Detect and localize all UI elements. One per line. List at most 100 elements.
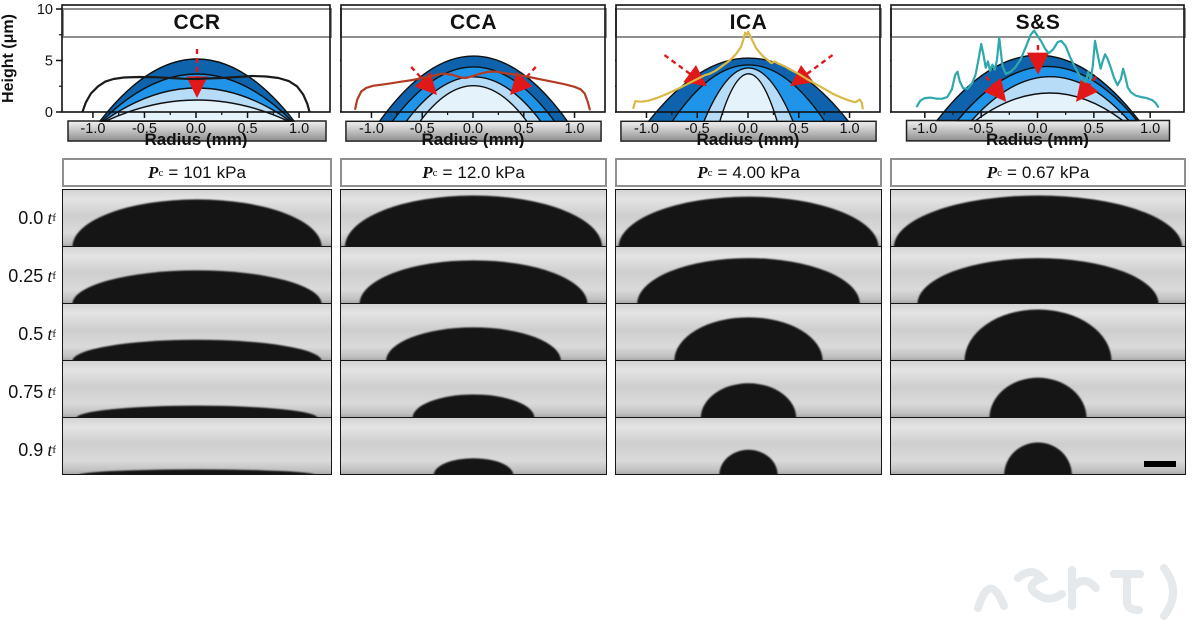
photo-column-ica <box>615 189 882 479</box>
svg-text:1.0: 1.0 <box>839 121 859 137</box>
pressure-unit: kPa <box>770 162 800 182</box>
svg-text:-1.0: -1.0 <box>912 121 937 137</box>
mode-label: ICA <box>729 11 768 34</box>
pressure-subscript: c <box>432 166 438 179</box>
droplet-photo <box>615 360 882 418</box>
svg-text:0.0: 0.0 <box>738 121 758 137</box>
profile-chart-cca: -1.0 -0.5 0.0 0.5 1.0 Radius (mm) <box>335 0 607 149</box>
evaporation-arrow-inward-right <box>1075 75 1099 102</box>
watermark <box>968 552 1198 632</box>
time-subscript: f <box>52 444 56 456</box>
droplet-photo <box>340 246 607 304</box>
evaporation-arrow-inward-right <box>510 66 537 96</box>
pressure-value: 4.00 <box>732 162 766 182</box>
photo-column-ss <box>890 189 1186 479</box>
equals-sign: = <box>168 162 179 182</box>
ss-schematic-drawing <box>905 45 1171 142</box>
svg-text:-1.0: -1.0 <box>359 121 384 137</box>
pressure-symbol: P <box>422 162 433 182</box>
svg-text:0.0: 0.0 <box>463 121 483 137</box>
svg-text:Radius (mm): Radius (mm) <box>986 130 1089 148</box>
svg-text:1.0: 1.0 <box>289 121 309 137</box>
svg-text:Radius (mm): Radius (mm) <box>697 130 800 148</box>
droplet-photo <box>615 246 882 304</box>
time-value: 0.25 <box>8 265 44 286</box>
svg-text:1.0: 1.0 <box>564 121 584 137</box>
pressure-value: 101 <box>183 162 212 182</box>
pressure-symbol: P <box>697 162 708 182</box>
schematic-ss <box>890 42 1186 148</box>
droplet-photo <box>62 189 332 247</box>
pressure-unit: kPa <box>1060 162 1090 182</box>
evaporation-arrow-inward-left <box>983 75 1007 102</box>
equals-sign: = <box>442 162 453 182</box>
svg-text:-0.5: -0.5 <box>132 121 157 137</box>
time-symbol: t <box>47 381 53 402</box>
droplet-photo <box>890 189 1186 247</box>
droplet-photo <box>340 417 607 475</box>
droplet-photo <box>340 303 607 361</box>
droplet-photo <box>890 246 1186 304</box>
droplet-photo <box>62 303 332 361</box>
svg-text:0: 0 <box>45 105 53 121</box>
droplet-photo <box>62 417 332 475</box>
evaporation-arrow-inward-left <box>410 66 437 96</box>
pressure-unit: kPa <box>216 162 246 182</box>
pressure-subscript: c <box>997 166 1002 179</box>
time-value: 0.5 <box>18 323 44 344</box>
scale-bar <box>1144 461 1176 467</box>
equals-sign: = <box>717 162 728 182</box>
svg-text:-1.0: -1.0 <box>634 121 659 137</box>
time-symbol: t <box>47 323 53 344</box>
evaporation-arrow-inward-left <box>663 54 707 87</box>
svg-text:10: 10 <box>37 2 53 18</box>
svg-text:Radius (mm): Radius (mm) <box>145 130 248 148</box>
svg-text:-0.5: -0.5 <box>410 121 435 137</box>
droplet-photo <box>62 246 332 304</box>
droplet-photo <box>340 189 607 247</box>
droplet-photo <box>340 360 607 418</box>
svg-text:-0.5: -0.5 <box>685 121 710 137</box>
droplet-photo <box>615 303 882 361</box>
time-value: 0.9 <box>18 439 44 460</box>
mode-label: S&S <box>1015 11 1061 34</box>
time-value: 0.0 <box>18 207 44 228</box>
photo-column-cca <box>340 189 607 479</box>
droplet-photo <box>890 360 1186 418</box>
svg-text:Height (μm): Height (μm) <box>0 14 17 103</box>
mode-label: CCA <box>450 11 497 34</box>
photo-column-ccr <box>62 189 332 479</box>
time-subscript: f <box>52 270 56 282</box>
equals-sign: = <box>1006 162 1017 182</box>
time-subscript: f <box>52 328 56 340</box>
time-subscript: f <box>52 212 56 224</box>
profile-chart-ss: -1.0 -0.5 0.0 0.5 1.0 Radius (mm) <box>885 0 1186 149</box>
svg-text:Radius (mm): Radius (mm) <box>422 130 525 148</box>
pressure-subscript: c <box>158 166 164 179</box>
time-symbol: t <box>47 207 53 228</box>
svg-text:0.5: 0.5 <box>789 121 809 137</box>
pressure-unit: kPa <box>495 162 525 182</box>
droplet-photo <box>615 189 882 247</box>
droplet-photo <box>615 417 882 475</box>
time-symbol: t <box>47 265 53 286</box>
svg-text:-0.5: -0.5 <box>969 121 994 137</box>
svg-text:0.5: 0.5 <box>1084 121 1104 137</box>
svg-text:0.0: 0.0 <box>186 121 206 137</box>
mode-label: CCR <box>173 11 221 34</box>
profile-chart-ccr: -1.0 -0.5 0.0 0.5 1.0 0 5 10 Radius (mm) Height (… <box>0 0 332 149</box>
svg-text:0.0: 0.0 <box>1027 121 1047 137</box>
profile-chart-ica: -1.0 -0.5 0.0 0.5 1.0 Radius (mm) <box>610 0 882 149</box>
evaporation-arrow-inward-right <box>790 54 834 87</box>
svg-text:1.0: 1.0 <box>1140 121 1160 137</box>
time-subscript: f <box>52 386 56 398</box>
